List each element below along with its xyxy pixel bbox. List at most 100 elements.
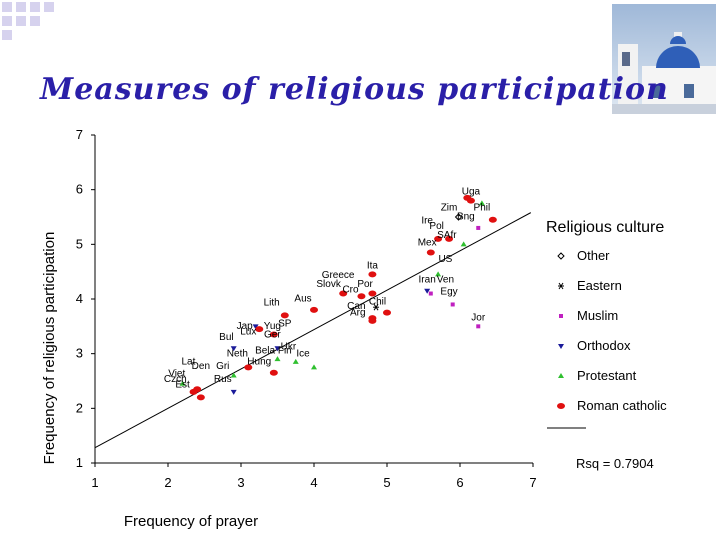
point-label: Mex (418, 237, 437, 248)
legend-title: Religious culture (546, 219, 664, 236)
point-protestant (311, 364, 317, 370)
point-label: Gri (216, 361, 229, 372)
point-roman-catholic (189, 388, 198, 395)
point-label: Greece (322, 270, 355, 281)
point-label: Uga (462, 187, 481, 198)
point-label: Arg (350, 307, 366, 318)
x-tick-label: 5 (383, 475, 390, 490)
legend-label-eastern: Eastern (577, 278, 622, 293)
legend-marker-eastern (558, 282, 564, 290)
point-roman-catholic (488, 216, 497, 223)
point-label: Ven (437, 275, 454, 286)
decorative-squares (2, 2, 54, 40)
point-label: Fin (278, 346, 292, 357)
legend-label-muslim: Muslim (577, 308, 618, 323)
y-tick-label: 7 (76, 127, 83, 142)
point-roman-catholic (434, 235, 443, 242)
point-label: Pol (429, 221, 443, 232)
point-label: Lat (181, 357, 195, 368)
point-muslim (450, 302, 455, 307)
point-label: Ita (367, 260, 379, 271)
point-label: SP (278, 318, 292, 329)
legend-marker-other (557, 252, 565, 260)
point-roman-catholic (310, 306, 318, 313)
chart-legend: Other Eastern Muslim Orthodox Protestant Roma… (547, 248, 667, 429)
point-label: Lux (240, 327, 256, 338)
point-other (454, 213, 463, 221)
y-tick-label: 1 (76, 455, 83, 470)
point-label: Lith (264, 298, 280, 309)
point-label: Bul (219, 332, 233, 343)
point-label: SAfr (437, 230, 457, 241)
point-label: Jor (471, 312, 486, 323)
star-stroke (373, 303, 379, 311)
point-orthodox (230, 346, 237, 352)
point-label: Ukr (281, 341, 297, 352)
slide-title: Measures of religious participation (40, 72, 669, 107)
x-tick-label: 1 (91, 475, 98, 490)
point-protestant (460, 241, 467, 247)
point-orthodox (274, 346, 281, 352)
point-protestant (230, 372, 237, 378)
x-axis-label: Frequency of prayer (124, 513, 258, 530)
star-stroke (558, 282, 564, 290)
point-label: Bng (457, 212, 475, 223)
legend-marker-muslim (559, 314, 563, 318)
point-label: Est (175, 380, 190, 391)
point-label: Jap (237, 321, 254, 332)
y-tick-label: 3 (76, 346, 83, 361)
point-protestant (292, 358, 299, 364)
point-label: Slovk (316, 279, 341, 290)
legend-label-other: Other (577, 248, 610, 263)
x-tick-label: 6 (456, 475, 463, 490)
x-tick-label: 2 (164, 475, 171, 490)
point-label: Ger (264, 329, 281, 340)
point-label: Phil (474, 202, 491, 213)
point-label: Bela (255, 346, 275, 357)
legend-marker-orthodox (558, 344, 564, 349)
point-roman-catholic (196, 394, 205, 401)
point-roman-catholic (269, 369, 278, 376)
point-orthodox (252, 324, 259, 330)
point-roman-catholic (244, 364, 253, 371)
point-protestant (478, 200, 485, 206)
point-label: Hung (247, 357, 271, 368)
point-label: Ire (421, 216, 433, 227)
y-tick-label: 2 (76, 400, 83, 415)
point-label: Viet (168, 369, 185, 380)
point-protestant (179, 380, 186, 386)
chart-axes: 1 2 3 4 5 6 7 1 2 3 4 5 6 7 (76, 127, 537, 490)
point-roman-catholic (269, 331, 278, 338)
point-roman-catholic (255, 326, 264, 333)
y-axis-label: Frequency of religious participation (41, 232, 58, 465)
legend-label-orthodox: Orthodox (577, 338, 631, 353)
point-label: Chil (369, 296, 386, 307)
point-roman-catholic (357, 293, 366, 300)
point-roman-catholic (383, 309, 391, 316)
legend-marker-protestant (558, 373, 564, 378)
point-roman-catholic (368, 271, 377, 278)
point-muslim (476, 225, 481, 230)
point-label: Can (347, 301, 365, 312)
legend-label-roman-catholic: Roman catholic (577, 398, 667, 413)
point-roman-catholic (445, 235, 454, 242)
x-tick-label: 3 (237, 475, 244, 490)
point-roman-catholic (463, 194, 472, 201)
point-roman-catholic (368, 290, 377, 297)
legend-marker-roman-catholic (557, 403, 565, 409)
point-label: Yug (264, 321, 281, 332)
point-label: Den (192, 361, 210, 372)
point-muslim (476, 324, 481, 329)
fit-line-group (94, 212, 532, 449)
x-tick-label: 4 (310, 475, 317, 490)
data-points-group (179, 194, 497, 401)
point-roman-catholic (280, 312, 289, 319)
point-roman-catholic (368, 315, 377, 322)
point-protestant (274, 356, 281, 362)
point-label: Rus (214, 374, 232, 385)
point-protestant (435, 271, 442, 277)
point-label: Aus (294, 294, 311, 305)
point-label: Czch (164, 374, 187, 385)
